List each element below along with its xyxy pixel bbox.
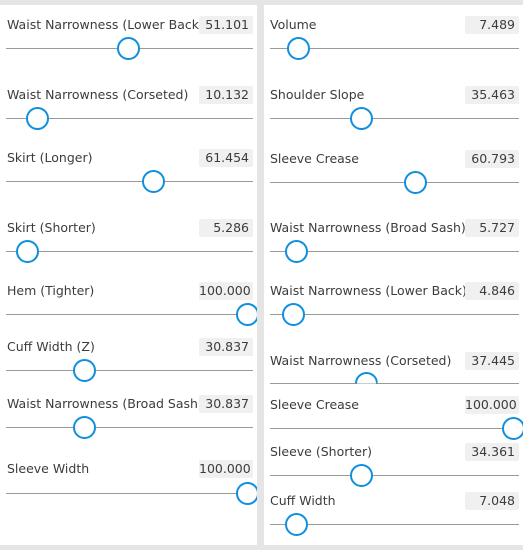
slider-thumb[interactable] — [141, 170, 165, 193]
slider-value-field[interactable]: 4.846 — [465, 282, 519, 300]
slider-thumb[interactable] — [236, 482, 257, 505]
slider-thumb[interactable] — [404, 171, 428, 194]
slider-value-field[interactable]: 10.132 — [199, 86, 253, 104]
slider-value-field[interactable]: 100.000 — [199, 460, 253, 478]
slider-label-sleeve-width: Sleeve Width — [7, 461, 90, 476]
slider-thumb[interactable] — [349, 464, 373, 487]
slider-track[interactable] — [270, 314, 519, 315]
slider-track[interactable] — [6, 370, 253, 371]
right-slider-panel: Volume 7.489 Shoulder Slope 35.463 Sleeve Cr… — [264, 5, 523, 545]
slider-value-field[interactable]: 51.101 — [199, 16, 253, 34]
slider-label-waist-narrowness-broad-sash: Waist Narrowness (Broad Sash) — [7, 396, 203, 411]
slider-value-field[interactable]: 30.837 — [199, 395, 253, 413]
slider-label-shoulder-slope: Shoulder Slope — [270, 87, 365, 102]
slider-value-field[interactable]: 35.463 — [465, 86, 519, 104]
slider-thumb[interactable] — [72, 359, 96, 382]
slider-track[interactable] — [270, 48, 519, 49]
slider-track[interactable] — [6, 493, 253, 494]
left-slider-panel: Waist Narrowness (Lower Back) 51.101 Waist… — [0, 5, 257, 545]
slider-label-volume: Volume — [270, 17, 317, 32]
slider-label-waist-narrowness-corseted: Waist Narrowness (Corseted) — [270, 353, 452, 368]
slider-thumb[interactable] — [282, 303, 306, 326]
slider-track[interactable] — [6, 251, 253, 252]
slider-value-field[interactable]: 100.000 — [465, 396, 519, 414]
slider-track[interactable] — [270, 383, 519, 384]
slider-track[interactable] — [270, 182, 519, 183]
slider-label-skirt-longer: Skirt (Longer) — [7, 150, 93, 165]
slider-track[interactable] — [270, 428, 519, 429]
slider-label-hem-tighter: Hem (Tighter) — [7, 283, 95, 298]
slider-label-waist-narrowness-lower-back: Waist Narrowness (Lower Back) — [270, 283, 467, 298]
slider-track[interactable] — [270, 251, 519, 252]
slider-track[interactable] — [6, 314, 253, 315]
slider-thumb[interactable] — [25, 107, 49, 130]
slider-label-waist-narrowness-lower-back: Waist Narrowness (Lower Back) — [7, 17, 204, 32]
slider-thumb[interactable] — [354, 372, 378, 384]
slider-track[interactable] — [270, 118, 519, 119]
slider-value-field[interactable]: 100.000 — [199, 282, 253, 300]
slider-value-field[interactable]: 30.837 — [199, 338, 253, 356]
slider-value-field[interactable]: 7.048 — [465, 492, 519, 510]
slider-track[interactable] — [6, 118, 253, 119]
slider-thumb[interactable] — [287, 37, 311, 60]
slider-value-field[interactable]: 37.445 — [465, 352, 519, 370]
slider-label-cuff-width-z: Cuff Width (Z) — [7, 339, 95, 354]
slider-thumb[interactable] — [284, 513, 308, 536]
slider-value-field[interactable]: 7.489 — [465, 16, 519, 34]
slider-thumb[interactable] — [72, 416, 96, 439]
slider-thumb[interactable] — [15, 240, 39, 263]
slider-track[interactable] — [270, 524, 519, 525]
slider-thumb[interactable] — [236, 303, 257, 326]
slider-label-sleeve-crease: Sleeve Crease — [270, 397, 359, 412]
slider-value-field[interactable]: 61.454 — [199, 149, 253, 167]
slider-thumb[interactable] — [349, 107, 373, 130]
slider-value-field[interactable]: 5.727 — [465, 219, 519, 237]
slider-label-waist-narrowness-broad-sash: Waist Narrowness (Broad Sash) — [270, 220, 466, 235]
slider-thumb[interactable] — [284, 240, 308, 263]
slider-label-cuff-width: Cuff Width — [270, 493, 336, 508]
slider-label-sleeve-crease: Sleeve Crease — [270, 151, 359, 166]
slider-label-sleeve-shorter: Sleeve (Shorter) — [270, 444, 372, 459]
slider-thumb[interactable] — [116, 37, 140, 60]
slider-track[interactable] — [270, 475, 519, 476]
slider-value-field[interactable]: 5.286 — [199, 219, 253, 237]
slider-track[interactable] — [6, 427, 253, 428]
slider-label-skirt-shorter: Skirt (Shorter) — [7, 220, 96, 235]
slider-value-field[interactable]: 34.361 — [465, 443, 519, 461]
slider-track[interactable] — [6, 181, 253, 182]
slider-value-field[interactable]: 60.793 — [465, 150, 519, 168]
slider-label-waist-narrowness-corseted: Waist Narrowness (Corseted) — [7, 87, 189, 102]
slider-thumb[interactable] — [502, 417, 523, 440]
